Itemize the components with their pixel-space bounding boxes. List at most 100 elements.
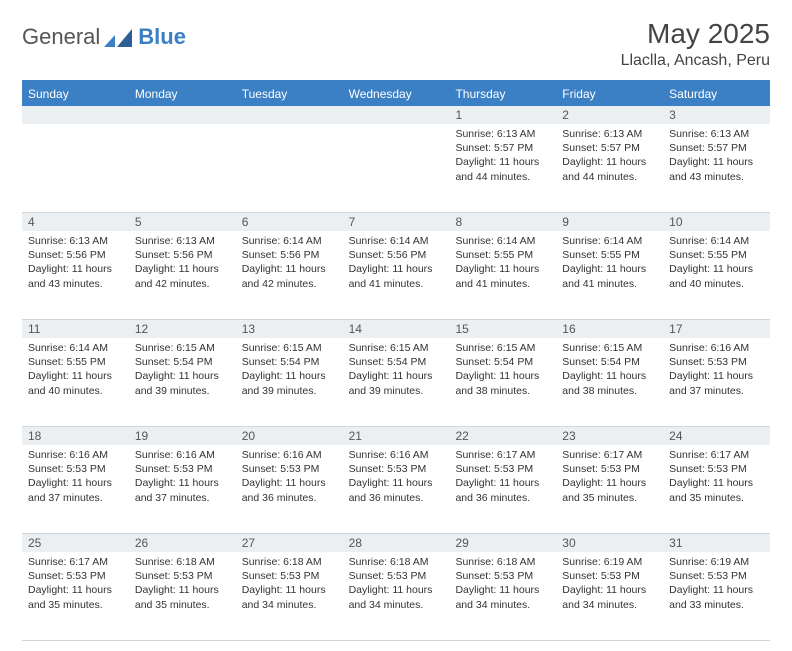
daylight-text: Daylight: 11 hours and 41 minutes. [562,262,657,290]
day-number: 15 [449,320,556,338]
day-body: Sunrise: 6:13 AMSunset: 5:57 PMDaylight:… [663,124,770,188]
day-body: Sunrise: 6:14 AMSunset: 5:55 PMDaylight:… [556,231,663,295]
logo-word-2: Blue [138,24,186,50]
day-body: Sunrise: 6:18 AMSunset: 5:53 PMDaylight:… [343,552,450,616]
sunrise-text: Sunrise: 6:15 AM [135,341,230,355]
title-block: May 2025 Llaclla, Ancash, Peru [621,18,770,70]
day-cell: Sunrise: 6:18 AMSunset: 5:53 PMDaylight:… [236,552,343,640]
sunrise-text: Sunrise: 6:15 AM [562,341,657,355]
sunset-text: Sunset: 5:53 PM [669,462,764,476]
sunrise-text: Sunrise: 6:18 AM [135,555,230,569]
day-body: Sunrise: 6:14 AMSunset: 5:55 PMDaylight:… [22,338,129,402]
day-cell: Sunrise: 6:17 AMSunset: 5:53 PMDaylight:… [22,552,129,640]
calendar-page: General Blue May 2025 Llaclla, Ancash, P… [0,0,792,651]
day-cell: Sunrise: 6:15 AMSunset: 5:54 PMDaylight:… [449,338,556,426]
sunset-text: Sunset: 5:54 PM [349,355,444,369]
day-cell: Sunrise: 6:13 AMSunset: 5:57 PMDaylight:… [663,124,770,212]
sunrise-text: Sunrise: 6:14 AM [562,234,657,248]
page-subtitle: Llaclla, Ancash, Peru [621,52,770,70]
day-body: Sunrise: 6:16 AMSunset: 5:53 PMDaylight:… [129,445,236,509]
day-number: 31 [663,534,770,552]
day-body: Sunrise: 6:16 AMSunset: 5:53 PMDaylight:… [343,445,450,509]
day-number: 8 [449,213,556,231]
day-number: 13 [236,320,343,338]
daylight-text: Daylight: 11 hours and 37 minutes. [135,476,230,504]
sunset-text: Sunset: 5:53 PM [28,569,123,583]
dow-cell: Saturday [663,82,770,106]
sunset-text: Sunset: 5:53 PM [349,569,444,583]
sunset-text: Sunset: 5:55 PM [669,248,764,262]
day-body: Sunrise: 6:15 AMSunset: 5:54 PMDaylight:… [556,338,663,402]
sunset-text: Sunset: 5:53 PM [135,569,230,583]
day-cell [129,124,236,212]
sunset-text: Sunset: 5:56 PM [135,248,230,262]
daylight-text: Daylight: 11 hours and 38 minutes. [562,369,657,397]
day-cell: Sunrise: 6:18 AMSunset: 5:53 PMDaylight:… [449,552,556,640]
sunset-text: Sunset: 5:53 PM [135,462,230,476]
day-body: Sunrise: 6:15 AMSunset: 5:54 PMDaylight:… [343,338,450,402]
day-body: Sunrise: 6:15 AMSunset: 5:54 PMDaylight:… [449,338,556,402]
daylight-text: Daylight: 11 hours and 34 minutes. [349,583,444,611]
sunrise-text: Sunrise: 6:16 AM [349,448,444,462]
day-number: 1 [449,106,556,124]
sunrise-text: Sunrise: 6:14 AM [669,234,764,248]
day-cell: Sunrise: 6:18 AMSunset: 5:53 PMDaylight:… [129,552,236,640]
day-number: 3 [663,106,770,124]
day-number-row: 18192021222324 [22,427,770,445]
day-body: Sunrise: 6:19 AMSunset: 5:53 PMDaylight:… [663,552,770,616]
day-number: 27 [236,534,343,552]
sunrise-text: Sunrise: 6:13 AM [455,127,550,141]
sunrise-text: Sunrise: 6:14 AM [28,341,123,355]
day-cell: Sunrise: 6:19 AMSunset: 5:53 PMDaylight:… [556,552,663,640]
day-body: Sunrise: 6:17 AMSunset: 5:53 PMDaylight:… [556,445,663,509]
day-body [129,124,236,131]
sunset-text: Sunset: 5:53 PM [242,569,337,583]
sunset-text: Sunset: 5:57 PM [669,141,764,155]
sunrise-text: Sunrise: 6:17 AM [669,448,764,462]
day-number: 6 [236,213,343,231]
day-cell: Sunrise: 6:16 AMSunset: 5:53 PMDaylight:… [343,445,450,533]
logo: General Blue [22,18,186,50]
daylight-text: Daylight: 11 hours and 38 minutes. [455,369,550,397]
day-body: Sunrise: 6:17 AMSunset: 5:53 PMDaylight:… [449,445,556,509]
dow-cell: Monday [129,82,236,106]
sunrise-text: Sunrise: 6:18 AM [242,555,337,569]
day-body: Sunrise: 6:16 AMSunset: 5:53 PMDaylight:… [22,445,129,509]
sunrise-text: Sunrise: 6:13 AM [669,127,764,141]
day-body: Sunrise: 6:14 AMSunset: 5:56 PMDaylight:… [343,231,450,295]
sunset-text: Sunset: 5:53 PM [242,462,337,476]
daylight-text: Daylight: 11 hours and 34 minutes. [562,583,657,611]
day-cell: Sunrise: 6:13 AMSunset: 5:56 PMDaylight:… [22,231,129,319]
day-cell: Sunrise: 6:14 AMSunset: 5:56 PMDaylight:… [236,231,343,319]
day-of-week-row: SundayMondayTuesdayWednesdayThursdayFrid… [22,82,770,106]
sunrise-text: Sunrise: 6:15 AM [242,341,337,355]
day-body: Sunrise: 6:17 AMSunset: 5:53 PMDaylight:… [22,552,129,616]
sunset-text: Sunset: 5:56 PM [28,248,123,262]
logo-word-1: General [22,24,100,50]
day-cell: Sunrise: 6:17 AMSunset: 5:53 PMDaylight:… [449,445,556,533]
day-number [22,106,129,124]
sunrise-text: Sunrise: 6:19 AM [669,555,764,569]
day-body: Sunrise: 6:13 AMSunset: 5:57 PMDaylight:… [449,124,556,188]
day-cell: Sunrise: 6:14 AMSunset: 5:55 PMDaylight:… [449,231,556,319]
week-row: Sunrise: 6:17 AMSunset: 5:53 PMDaylight:… [22,552,770,641]
day-cell: Sunrise: 6:19 AMSunset: 5:53 PMDaylight:… [663,552,770,640]
sunset-text: Sunset: 5:53 PM [562,569,657,583]
day-cell: Sunrise: 6:15 AMSunset: 5:54 PMDaylight:… [129,338,236,426]
daylight-text: Daylight: 11 hours and 39 minutes. [242,369,337,397]
day-body: Sunrise: 6:18 AMSunset: 5:53 PMDaylight:… [449,552,556,616]
dow-cell: Tuesday [236,82,343,106]
day-number: 22 [449,427,556,445]
day-number: 4 [22,213,129,231]
daylight-text: Daylight: 11 hours and 39 minutes. [135,369,230,397]
dow-cell: Wednesday [343,82,450,106]
daylight-text: Daylight: 11 hours and 35 minutes. [562,476,657,504]
day-cell: Sunrise: 6:17 AMSunset: 5:53 PMDaylight:… [663,445,770,533]
day-number-row: 123 [22,106,770,124]
day-number: 5 [129,213,236,231]
day-body: Sunrise: 6:14 AMSunset: 5:56 PMDaylight:… [236,231,343,295]
day-number: 23 [556,427,663,445]
day-cell: Sunrise: 6:17 AMSunset: 5:53 PMDaylight:… [556,445,663,533]
day-number [129,106,236,124]
daylight-text: Daylight: 11 hours and 35 minutes. [135,583,230,611]
